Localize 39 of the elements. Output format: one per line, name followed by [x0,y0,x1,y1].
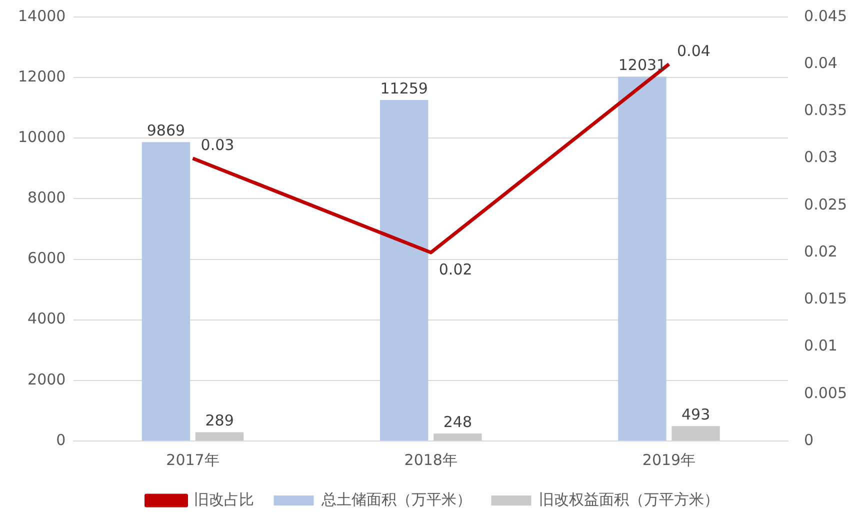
bar [618,76,666,440]
legend-label: 旧改权益面积（万平方米） [538,490,719,508]
data-label: 11259 [380,79,428,98]
data-label: 0.04 [677,42,710,60]
data-label: 289 [205,412,234,430]
data-label: 0.02 [438,260,472,278]
y2-tick-label: 0.045 [804,6,848,25]
y2-tick-label: 0.035 [804,101,848,120]
bar [672,426,720,440]
y-tick-label: 12000 [18,67,66,86]
data-label: 0.03 [200,136,234,154]
y-tick-label: 8000 [28,188,66,207]
x-tick-label: 2018年 [404,450,458,469]
y2-tick-label: 0 [804,430,814,449]
y-tick-label: 4000 [28,310,66,328]
x-tick-label: 2019年 [642,450,696,469]
data-label: 9869 [146,122,186,140]
bar [142,142,190,440]
y2-tick-label: 0.01 [804,336,838,355]
data-label: 12031 [618,56,666,74]
y-tick-label: 2000 [28,370,66,388]
legend-label: 旧改占比 [194,490,254,508]
y-tick-label: 6000 [28,249,66,268]
y-tick-label: 14000 [18,6,66,25]
y2-tick-label: 0.015 [804,290,848,308]
y2-tick-label: 0.04 [804,54,838,72]
bar [434,433,482,440]
legend-label: 总土储面积（万平米） [320,490,472,508]
bar [380,100,428,440]
data-label: 493 [681,405,710,424]
y-tick-label: 10000 [18,128,66,146]
data-label: 248 [443,412,472,431]
y2-tick-label: 0.025 [804,195,848,214]
y-tick-label: 0 [56,430,66,449]
y2-tick-label: 0.03 [804,148,838,166]
x-tick-label: 2017年 [166,450,220,469]
bar [195,432,244,440]
y2-tick-label: 0.005 [804,384,848,402]
y2-tick-label: 0.02 [804,242,838,260]
